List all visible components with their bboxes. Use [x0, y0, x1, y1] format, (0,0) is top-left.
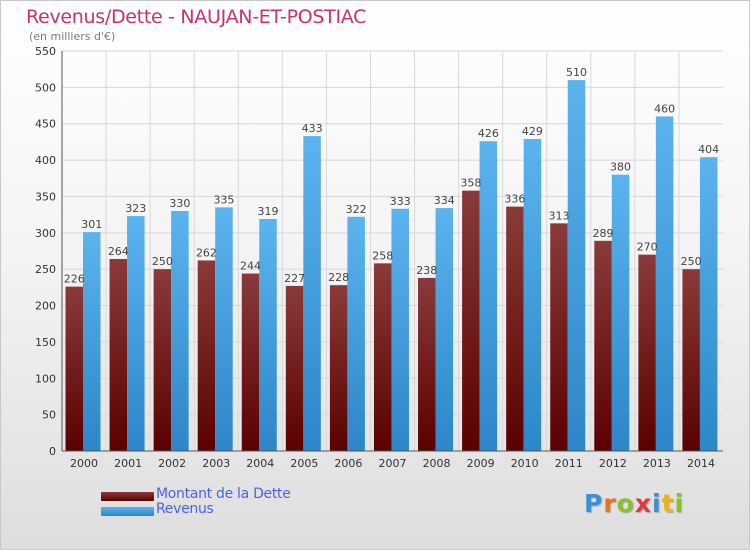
x-tick-label: 2008	[423, 457, 451, 470]
y-tick-label: 100	[35, 372, 56, 385]
bar-value-label: 250	[681, 255, 702, 268]
bar-value-label: 330	[169, 197, 190, 210]
bar-value-label: 433	[302, 122, 323, 135]
bar-dette	[418, 277, 436, 451]
bar-value-label: 323	[125, 202, 146, 215]
legend-swatch-dette	[101, 492, 154, 501]
bar-value-label: 228	[328, 271, 349, 284]
bar-value-label: 380	[610, 161, 631, 174]
bar-dette	[462, 190, 480, 452]
x-tick-label: 2005	[290, 457, 318, 470]
bar-value-label: 264	[108, 245, 129, 258]
data-labels: 226 301 264 323 250 330 262 335 244 319 227 433 228 3…	[64, 66, 719, 286]
bar-value-label: 404	[698, 143, 719, 156]
bar-dette	[241, 273, 260, 451]
y-tick-label: 300	[35, 227, 56, 240]
x-tick-label: 2006	[334, 457, 362, 470]
x-tick-label: 2014	[687, 457, 715, 470]
bar-dette	[638, 254, 656, 451]
bar-dette	[285, 285, 304, 451]
x-tick-label: 2002	[158, 457, 186, 470]
bar-dette	[682, 269, 700, 451]
bar-value-label: 250	[152, 255, 173, 268]
bar-revenus	[655, 116, 674, 452]
bar-revenus	[391, 208, 409, 451]
bar-value-label: 244	[240, 260, 261, 273]
bar-value-label: 226	[64, 273, 85, 286]
y-tick-label: 0	[49, 445, 56, 458]
bar-value-label: 313	[548, 209, 569, 222]
bar-dette	[506, 206, 524, 451]
bar-revenus	[171, 211, 189, 451]
y-tick-label: 450	[35, 118, 56, 131]
y-tick-label: 550	[35, 45, 56, 58]
y-tick-label: 400	[35, 154, 56, 167]
axes: 0 50 100 150 200 250 300 350 400 450 500 550 2000 200…	[35, 45, 723, 470]
bar-revenus	[83, 232, 101, 451]
legend-label-revenus: Revenus	[156, 501, 214, 517]
legend-label-dette: Montant de la Dette	[156, 486, 291, 502]
bar-dette	[109, 259, 128, 451]
y-tick-label: 150	[35, 336, 56, 349]
bar-value-label: 262	[196, 246, 217, 259]
bar-revenus	[435, 208, 454, 451]
bar-value-label: 460	[654, 102, 675, 115]
bar-revenus	[347, 216, 365, 451]
x-tick-label: 2007	[379, 457, 407, 470]
bar-revenus	[215, 207, 233, 451]
bar-value-label: 270	[637, 241, 658, 254]
y-tick-label: 500	[35, 81, 56, 94]
bar-dette	[550, 223, 568, 451]
y-tick-label: 250	[35, 263, 56, 276]
bar-revenus	[611, 174, 630, 452]
bar-revenus	[127, 216, 145, 451]
bar-value-label: 319	[258, 205, 279, 218]
bar-value-label: 335	[213, 193, 234, 206]
bar-value-label: 301	[81, 218, 102, 231]
chart-title: Revenus/Dette - NAUJAN-ET-POSTIAC	[26, 6, 367, 28]
y-tick-label: 350	[35, 190, 56, 203]
bar-dette	[594, 240, 612, 451]
bar-value-label: 336	[504, 193, 525, 206]
proxiti-logo: Proxiti	[584, 489, 685, 518]
bar-revenus	[479, 141, 498, 451]
x-tick-label: 2013	[643, 457, 671, 470]
bar-value-label: 238	[416, 264, 437, 277]
bar-revenus	[523, 139, 542, 451]
bars	[65, 80, 718, 452]
x-tick-label: 2009	[467, 457, 495, 470]
y-tick-label: 200	[35, 300, 56, 313]
bar-value-label: 334	[434, 194, 455, 207]
x-tick-label: 2012	[599, 457, 627, 470]
bar-revenus	[259, 219, 277, 451]
bar-value-label: 426	[478, 127, 499, 140]
bar-value-label: 227	[284, 272, 305, 285]
x-tick-label: 2011	[555, 457, 583, 470]
bar-value-label: 333	[390, 195, 411, 208]
bar-dette	[329, 285, 348, 451]
bar-value-label: 289	[593, 227, 614, 240]
bar-value-label: 322	[346, 203, 367, 216]
x-tick-label: 2010	[511, 457, 539, 470]
bar-value-label: 510	[566, 66, 587, 79]
bar-revenus	[567, 80, 586, 451]
x-tick-label: 2000	[70, 457, 98, 470]
bar-revenus	[303, 136, 321, 451]
bar-value-label: 258	[372, 249, 393, 262]
bar-value-label: 429	[522, 125, 543, 138]
bar-dette	[197, 260, 216, 451]
chart-subtitle: (en milliers d'€)	[29, 30, 116, 43]
bar-value-label: 358	[460, 177, 481, 190]
x-tick-label: 2004	[246, 457, 274, 470]
y-tick-label: 50	[42, 409, 56, 422]
bar-dette	[373, 263, 392, 451]
bar-dette	[153, 269, 172, 451]
bar-dette	[65, 286, 83, 451]
legend-swatch-revenus	[101, 507, 154, 516]
bar-revenus	[699, 157, 718, 451]
x-tick-label: 2001	[114, 457, 142, 470]
x-tick-label: 2003	[202, 457, 230, 470]
